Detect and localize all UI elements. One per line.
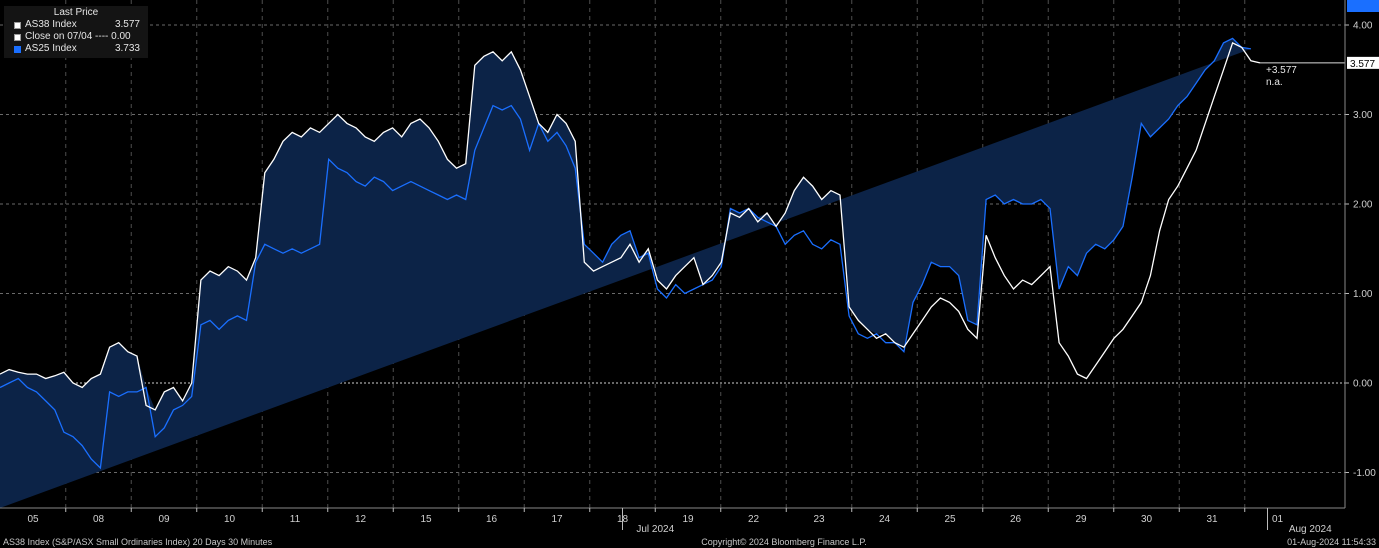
legend-item-value: 3.733 bbox=[114, 43, 140, 54]
legend-item-name: Close on 07/04 ---- 0.00 bbox=[25, 31, 131, 42]
x-axis: 05 08 09 10 11 12 15 16 17 18 19 22 23 24 25 26 29 30 31 01… bbox=[0, 507, 1345, 535]
legend-item-name: AS38 Index bbox=[25, 19, 77, 30]
y-tick-label: 4.00 bbox=[1353, 21, 1373, 32]
last-value-badges: 3.733 3.577 bbox=[1347, 0, 1379, 70]
x-month-label: Jul 2024 bbox=[636, 524, 674, 535]
series-area bbox=[0, 38, 1251, 509]
x-tick-label: 15 bbox=[420, 514, 432, 525]
annotation-change: +3.577 bbox=[1266, 65, 1297, 76]
x-tick-label: 11 bbox=[290, 514, 301, 525]
legend-swatch-white bbox=[14, 33, 21, 41]
y-tick-label: -1.00 bbox=[1353, 468, 1376, 479]
legend-item-close[interactable]: Close on 07/04 ---- 0.00 bbox=[4, 31, 148, 43]
x-tick-label: 08 bbox=[93, 514, 105, 525]
annotation-na: n.a. bbox=[1266, 77, 1283, 88]
x-tick-label: 16 bbox=[486, 514, 498, 525]
legend-swatch-blue bbox=[14, 45, 21, 53]
legend-swatch-white bbox=[14, 21, 21, 29]
x-tick-label: 10 bbox=[224, 514, 236, 525]
y-axis: 4.00 3.00 2.00 1.00 0.00 -1.00 bbox=[1344, 0, 1376, 508]
x-tick-label: 25 bbox=[944, 514, 956, 525]
footer-center: Copyright© 2024 Bloomberg Finance L.P. bbox=[701, 537, 867, 547]
x-tick-label: 24 bbox=[879, 514, 891, 525]
y-tick-label: 3.00 bbox=[1353, 110, 1373, 121]
y-tick-label: 2.00 bbox=[1353, 200, 1373, 211]
footer-right: 01-Aug-2024 11:54:33 bbox=[1287, 537, 1376, 547]
x-tick-label: 31 bbox=[1206, 514, 1218, 525]
legend-item-as25[interactable]: AS25 Index 3.733 bbox=[4, 43, 148, 55]
badge-as38-label: 3.577 bbox=[1350, 59, 1375, 70]
x-tick-label: 23 bbox=[813, 514, 825, 525]
x-tick-label: 17 bbox=[551, 514, 563, 525]
x-tick-label: 29 bbox=[1075, 514, 1087, 525]
series-lines bbox=[0, 37, 1345, 470]
badge-as38 bbox=[1347, 56, 1379, 69]
series-area-fill bbox=[0, 38, 1251, 509]
badge-as25 bbox=[1347, 0, 1379, 12]
x-tick-label: 01 bbox=[1272, 514, 1284, 525]
legend-item-value: 3.577 bbox=[114, 19, 140, 30]
x-tick-label: 09 bbox=[158, 514, 170, 525]
legend-item-as38[interactable]: AS38 Index 3.577 bbox=[4, 19, 148, 31]
series-line-as38 bbox=[0, 41, 1261, 411]
x-tick-label: 12 bbox=[355, 514, 367, 525]
x-tick-label: 26 bbox=[1010, 514, 1022, 525]
x-tick-label: 30 bbox=[1141, 514, 1153, 525]
y-tick-label: 1.00 bbox=[1353, 289, 1373, 300]
x-tick-label: 19 bbox=[682, 514, 694, 525]
y-tick-label: 0.00 bbox=[1353, 379, 1373, 390]
x-tick-label: 05 bbox=[27, 514, 39, 525]
footer-left: AS38 Index (S&P/ASX Small Ordinaries Ind… bbox=[3, 537, 273, 547]
x-tick-label: 22 bbox=[748, 514, 760, 525]
legend-item-name: AS25 Index bbox=[25, 43, 77, 54]
legend-title: Last Price bbox=[53, 7, 99, 18]
series-line-as25 bbox=[0, 37, 1252, 470]
legend: Last Price AS38 Index 3.577 Close on 07/… bbox=[4, 6, 148, 58]
badge-as25-label: 3.733 bbox=[1350, 0, 1375, 3]
x-month-label: Aug 2024 bbox=[1289, 524, 1332, 535]
